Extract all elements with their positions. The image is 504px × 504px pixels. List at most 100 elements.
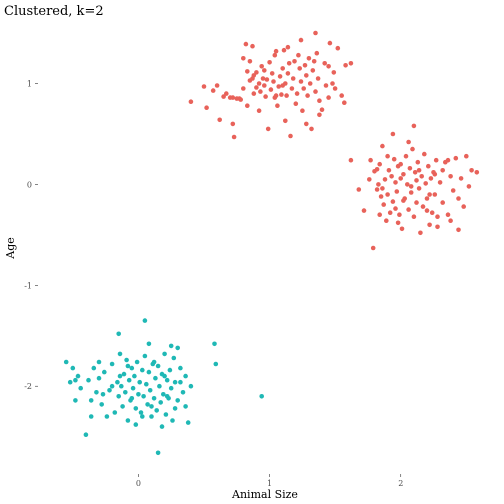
cluster-1-point	[241, 56, 246, 61]
cluster-1-point	[333, 86, 338, 91]
cluster-1-point	[339, 93, 344, 98]
cluster-1-point	[262, 83, 267, 88]
scatter-points	[64, 31, 479, 455]
cluster-1-point	[248, 59, 253, 64]
cluster-1-point	[459, 176, 464, 181]
cluster-2-point	[158, 400, 163, 405]
cluster-1-point	[284, 93, 289, 98]
cluster-1-point	[245, 69, 250, 74]
cluster-1-point	[406, 140, 411, 145]
cluster-2-point	[118, 352, 123, 357]
cluster-1-point	[301, 86, 306, 91]
cluster-2-point	[86, 378, 91, 383]
x-tick-label: 1	[267, 479, 272, 488]
cluster-1-point	[283, 81, 288, 86]
cluster-2-point	[145, 402, 150, 407]
cluster-1-point	[295, 91, 300, 96]
cluster-1-point	[435, 225, 440, 230]
cluster-1-point	[270, 71, 275, 76]
cluster-2-point	[97, 360, 102, 365]
cluster-1-point	[279, 92, 284, 97]
cluster-2-point	[119, 384, 124, 389]
cluster-2-point	[214, 362, 219, 367]
cluster-1-point	[332, 70, 337, 75]
cluster-2-point	[154, 408, 159, 413]
cluster-1-point	[304, 73, 309, 78]
cluster-2-point	[189, 384, 194, 389]
cluster-1-point	[416, 160, 421, 165]
cluster-1-point	[421, 204, 426, 209]
cluster-2-point	[169, 386, 174, 391]
cluster-1-point	[305, 93, 310, 98]
cluster-1-point	[395, 189, 400, 194]
cluster-2-point	[123, 390, 128, 395]
cluster-1-point	[385, 154, 390, 159]
cluster-2-point	[141, 394, 146, 399]
cluster-2-point	[105, 414, 110, 419]
cluster-1-point	[425, 208, 430, 213]
cluster-2-point	[73, 378, 78, 383]
cluster-2-point	[136, 392, 141, 397]
cluster-2-point	[140, 368, 145, 373]
cluster-1-point	[311, 68, 316, 73]
cluster-2-point	[162, 374, 167, 379]
cluster-2-point	[175, 346, 180, 351]
cluster-2-point	[127, 378, 132, 383]
cluster-1-point	[357, 187, 362, 192]
cluster-2-point	[94, 390, 99, 395]
cluster-1-point	[475, 170, 480, 175]
cluster-1-point	[438, 180, 443, 185]
cluster-2-point	[212, 342, 217, 347]
cluster-2-point	[143, 318, 148, 323]
cluster-2-point	[157, 384, 162, 389]
cluster-2-point	[178, 366, 183, 371]
cluster-2-point	[76, 374, 81, 379]
cluster-1-point	[296, 53, 301, 58]
cluster-1-point	[317, 98, 322, 103]
cluster-2-point	[139, 410, 144, 415]
cluster-1-point	[409, 184, 414, 189]
cluster-2-point	[162, 352, 167, 357]
cluster-1-point	[328, 41, 333, 46]
cluster-1-point	[261, 76, 266, 81]
cluster-1-point	[326, 64, 331, 69]
cluster-2-point	[122, 372, 127, 377]
cluster-1-point	[290, 86, 295, 91]
cluster-1-point	[417, 186, 422, 191]
cluster-2-point	[84, 432, 89, 437]
cluster-1-point	[297, 66, 302, 71]
cluster-1-point	[451, 188, 456, 193]
cluster-2-point	[161, 392, 166, 397]
cluster-1-point	[254, 85, 259, 90]
cluster-1-point	[202, 84, 207, 89]
y-tick-label: -1	[24, 281, 32, 290]
cluster-2-point	[130, 396, 135, 401]
cluster-1-point	[317, 113, 322, 118]
cluster-1-point	[389, 174, 394, 179]
cluster-2-point	[115, 380, 120, 385]
cluster-2-point	[152, 360, 157, 365]
cluster-1-point	[343, 63, 348, 68]
cluster-1-point	[349, 61, 354, 66]
cluster-1-point	[380, 186, 385, 191]
cluster-1-point	[426, 164, 431, 169]
cluster-1-point	[375, 167, 380, 172]
cluster-2-point	[156, 451, 161, 456]
cluster-1-point	[391, 132, 396, 137]
cluster-1-point	[269, 87, 274, 92]
cluster-2-point	[149, 404, 154, 409]
cluster-1-point	[398, 162, 403, 167]
cluster-2-point	[149, 414, 154, 419]
cluster-1-point	[401, 198, 406, 203]
cluster-1-point	[282, 48, 287, 53]
cluster-1-point	[274, 49, 279, 54]
cluster-1-point	[288, 134, 293, 139]
cluster-1-point	[375, 187, 380, 192]
cluster-2-point	[173, 380, 178, 385]
cluster-2-point	[99, 402, 104, 407]
cluster-1-point	[263, 94, 268, 99]
cluster-1-point	[418, 231, 423, 236]
cluster-1-point	[434, 158, 439, 163]
cluster-1-point	[276, 84, 281, 89]
cluster-2-point	[107, 388, 112, 393]
